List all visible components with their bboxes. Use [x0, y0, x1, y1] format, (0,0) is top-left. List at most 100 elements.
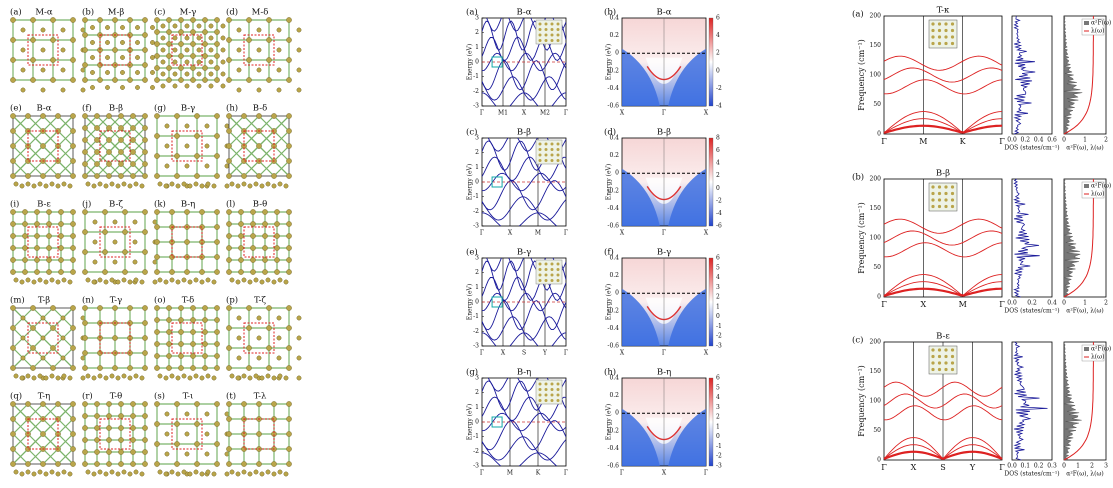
atom — [226, 305, 231, 310]
atom — [226, 233, 231, 238]
atom — [10, 128, 15, 133]
inset-atom — [545, 34, 548, 37]
structure-name: B-δ — [253, 104, 267, 114]
atom — [184, 209, 189, 214]
side-atom — [110, 182, 114, 186]
atom — [262, 233, 267, 238]
atom — [22, 233, 27, 238]
side-atom — [32, 472, 36, 476]
atom — [209, 24, 213, 28]
atom — [277, 48, 281, 52]
atom — [50, 365, 55, 370]
atom — [133, 220, 137, 224]
structure-name: M-α — [35, 8, 53, 18]
side-atom — [56, 184, 60, 188]
atom — [226, 446, 231, 451]
inset-atom — [944, 368, 947, 371]
side-atom — [254, 470, 258, 474]
atom — [277, 28, 281, 32]
side-atom — [176, 472, 180, 476]
colorbar-label: 6 — [716, 147, 720, 154]
atom — [286, 416, 291, 421]
atom — [70, 209, 75, 214]
atom — [214, 173, 219, 178]
inset-atom — [931, 192, 934, 195]
atom — [106, 125, 111, 130]
atom — [166, 317, 171, 322]
atom — [205, 412, 209, 416]
panel-title: B-α — [656, 8, 671, 18]
side-atom — [92, 472, 96, 476]
colorbar-label: 0 — [716, 67, 720, 74]
atom — [154, 329, 159, 334]
atom — [82, 77, 87, 82]
structure-name: B-ε — [37, 200, 51, 210]
y-tick-label: 0.4 — [609, 255, 619, 262]
atom — [82, 335, 87, 340]
inset-atom — [557, 34, 560, 37]
atom — [154, 239, 159, 244]
side-atom — [62, 182, 66, 186]
atom — [120, 55, 124, 59]
atom — [221, 84, 225, 88]
atom — [50, 345, 55, 350]
inset-atom — [557, 263, 560, 266]
atom — [226, 128, 231, 133]
side-atom — [92, 184, 96, 188]
side-atom — [170, 374, 174, 378]
x-tick-label: 0.0 — [1007, 463, 1017, 470]
atom — [266, 37, 271, 42]
side-atom — [242, 470, 246, 474]
atom — [226, 325, 231, 330]
atom — [286, 143, 291, 148]
side-atom — [62, 374, 66, 378]
y-tick-label: -0.4 — [607, 445, 619, 452]
inset-atom — [557, 383, 560, 386]
atom — [266, 305, 271, 310]
atom — [97, 365, 102, 370]
panel-label: (s) — [154, 391, 165, 402]
x-tick-label: 2 — [1104, 300, 1108, 307]
atom — [50, 37, 55, 42]
atom — [142, 161, 147, 166]
atom — [25, 173, 30, 178]
atom — [262, 245, 267, 250]
inset-atom — [545, 154, 548, 157]
side-atom — [272, 376, 276, 380]
atom — [142, 125, 147, 130]
atom — [142, 269, 147, 274]
y-axis-label: Frequency (cm⁻¹) — [857, 39, 866, 111]
colorbar-label: -3 — [716, 343, 722, 350]
k-label: X — [620, 350, 625, 357]
inset-atom — [938, 348, 941, 351]
atom — [226, 17, 231, 22]
side-atom — [56, 376, 60, 380]
atom — [58, 233, 63, 238]
inset-atom — [551, 148, 554, 151]
atom — [70, 128, 75, 133]
atom — [257, 356, 261, 360]
k-label: X — [508, 230, 513, 237]
atom — [286, 221, 291, 226]
structure-name: M-γ — [180, 8, 197, 18]
atom — [297, 356, 301, 360]
atom — [10, 209, 15, 214]
atom — [214, 153, 219, 158]
panel-title: B-β — [936, 169, 950, 179]
side-atom — [50, 374, 54, 378]
atom — [97, 17, 102, 22]
x-axis-label: DOS (states/cm⁻¹) — [1004, 145, 1059, 152]
side-atom — [260, 184, 264, 188]
panel-title: B-β — [517, 128, 531, 138]
atom — [142, 350, 147, 355]
atom — [34, 257, 39, 262]
y-tick-label: 1 — [475, 44, 479, 51]
atom — [46, 209, 51, 214]
colorbar-label: 4 — [716, 160, 720, 167]
atom — [130, 137, 135, 142]
atom — [46, 245, 51, 250]
atom — [154, 53, 159, 58]
atom — [70, 113, 75, 118]
atom — [130, 161, 135, 166]
atom — [277, 88, 281, 92]
